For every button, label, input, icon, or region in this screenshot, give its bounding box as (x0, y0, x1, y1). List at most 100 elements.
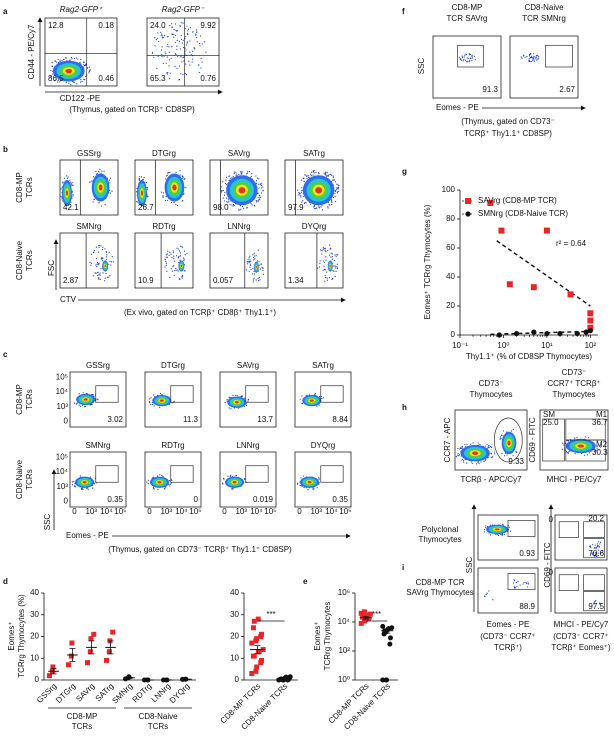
event-dot (513, 579, 515, 581)
event-dot (255, 175, 257, 177)
y-tick-label: 30 (230, 610, 239, 619)
event-dot (89, 404, 91, 406)
event-dot (336, 189, 338, 191)
event-dot (246, 261, 248, 263)
label: Thymocytes (469, 390, 512, 399)
event-dot (520, 56, 522, 58)
event-dot (228, 407, 230, 409)
event-dot (599, 541, 602, 543)
event-dot (253, 252, 255, 254)
event-dot (183, 178, 185, 181)
data-point (583, 329, 589, 335)
event-dot (54, 60, 56, 62)
gate (583, 538, 605, 559)
event-dot (167, 199, 169, 201)
panel-label: i (402, 563, 404, 572)
x-tick-label: CD8-Naive TCRs (239, 682, 289, 732)
event-dot (586, 454, 589, 456)
event-dot (598, 545, 600, 547)
gate (493, 417, 523, 463)
event-dot (464, 59, 466, 61)
gate (245, 465, 269, 483)
event-dot (249, 259, 251, 261)
event-dot (303, 202, 306, 205)
data-point (587, 324, 594, 331)
event-dot (328, 254, 331, 256)
event-dot (99, 274, 101, 276)
event-dot (162, 195, 164, 197)
event-dot (188, 60, 190, 62)
event-dot (222, 482, 224, 484)
event-dot (533, 55, 535, 57)
event-dot (169, 25, 171, 27)
event-dot (179, 259, 181, 261)
event-dot (252, 254, 254, 256)
event-dot (261, 267, 263, 269)
panel-label: d (3, 577, 8, 586)
event-dot (224, 182, 227, 185)
event-dot (325, 174, 327, 176)
event-dot (76, 83, 78, 85)
event-dot (138, 179, 140, 181)
legend-marker (465, 198, 471, 204)
event-dot (229, 475, 231, 478)
event-dot (181, 42, 184, 44)
event-dot (170, 57, 172, 59)
event-dot (262, 273, 265, 275)
label: GSSrg (86, 361, 110, 370)
event-dot (231, 204, 233, 206)
event-dot (174, 65, 176, 67)
event-dot (79, 475, 81, 477)
event-dot (484, 595, 486, 598)
x-tick-label: GSSrg (35, 682, 58, 705)
event-dot (179, 48, 181, 50)
event-dot (159, 474, 161, 476)
event-dot (517, 580, 519, 583)
event-dot (241, 395, 244, 397)
gate (565, 439, 606, 462)
event-dot (313, 488, 315, 490)
event-dot (161, 37, 163, 39)
event-dot (220, 191, 223, 193)
event-dot (97, 274, 99, 277)
event-dot (138, 176, 141, 178)
event-dot (85, 76, 87, 78)
event-dot (332, 277, 334, 280)
event-dot (166, 45, 168, 47)
event-dot (59, 81, 61, 83)
event-dot (514, 586, 516, 588)
event-dot (262, 189, 264, 191)
tick-label: 10⁵ (114, 507, 126, 516)
event-dot (231, 176, 233, 178)
event-dot (466, 462, 468, 464)
event-dot (596, 543, 599, 545)
event-dot (112, 261, 114, 263)
event-dot (244, 478, 246, 481)
event-dot (506, 454, 508, 456)
event-dot (322, 260, 324, 262)
event-dot (478, 462, 480, 465)
event-dot (229, 397, 231, 399)
label: TCRs (25, 389, 34, 409)
event-dot (179, 174, 181, 176)
event-dot (461, 56, 464, 58)
event-dot (225, 197, 228, 199)
label: DTGrg (152, 149, 176, 158)
event-dot (299, 484, 301, 487)
event-dot (336, 183, 338, 185)
event-dot (299, 398, 301, 400)
event-dot (147, 483, 149, 485)
label: TCRs (25, 469, 34, 489)
event-dot (96, 398, 98, 400)
x-tick-label: 10⁰ (497, 341, 509, 350)
event-dot (182, 22, 184, 24)
event-dot (93, 250, 95, 252)
event-dot (93, 198, 95, 201)
label: TCRs (148, 722, 168, 731)
event-dot (315, 171, 317, 173)
event-dot (170, 268, 172, 270)
event-dot (595, 450, 598, 452)
annotation: r² = 0.64 (556, 239, 587, 248)
event-dot (337, 187, 339, 190)
event-dot (258, 264, 260, 266)
